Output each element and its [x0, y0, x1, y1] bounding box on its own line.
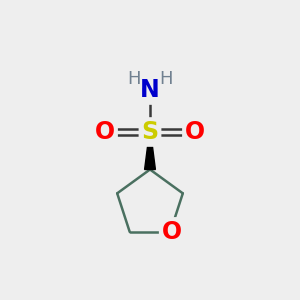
Text: N: N [140, 78, 160, 102]
Text: O: O [95, 120, 115, 144]
Text: S: S [141, 120, 159, 144]
Polygon shape [145, 132, 155, 170]
Text: H: H [159, 70, 172, 88]
Text: O: O [162, 220, 182, 244]
Text: H: H [128, 70, 141, 88]
Text: O: O [185, 120, 205, 144]
